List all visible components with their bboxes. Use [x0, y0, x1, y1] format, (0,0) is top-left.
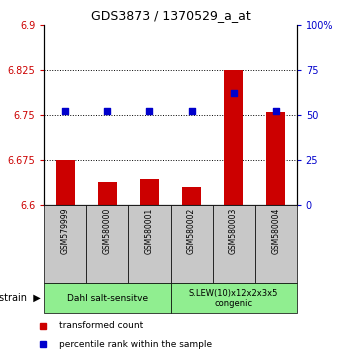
Bar [266, 112, 285, 205]
Text: GSM580002: GSM580002 [187, 208, 196, 254]
Bar [224, 70, 243, 205]
Bar [86, 205, 129, 283]
Point [231, 91, 236, 96]
Text: Dahl salt-sensitve: Dahl salt-sensitve [67, 294, 148, 303]
Text: transformed count: transformed count [59, 321, 143, 331]
Bar [129, 205, 170, 283]
Bar [170, 283, 297, 313]
Bar [44, 205, 86, 283]
Bar [140, 179, 159, 205]
Text: GSM579999: GSM579999 [61, 208, 70, 254]
Text: GSM580004: GSM580004 [271, 208, 280, 254]
Point [189, 109, 194, 114]
Bar [56, 160, 75, 205]
Bar [212, 205, 255, 283]
Point [105, 109, 110, 114]
Text: percentile rank within the sample: percentile rank within the sample [59, 340, 212, 349]
Bar [44, 283, 170, 313]
Text: S.LEW(10)x12x2x3x5
congenic: S.LEW(10)x12x2x3x5 congenic [189, 289, 278, 308]
Bar [98, 182, 117, 205]
Text: GSM580001: GSM580001 [145, 208, 154, 254]
Text: GSM580003: GSM580003 [229, 208, 238, 254]
Bar [255, 205, 297, 283]
Text: strain  ▶: strain ▶ [0, 293, 41, 303]
Point [63, 109, 68, 114]
Text: GSM580000: GSM580000 [103, 208, 112, 254]
Point [147, 109, 152, 114]
Bar [182, 187, 201, 205]
Title: GDS3873 / 1370529_a_at: GDS3873 / 1370529_a_at [91, 9, 250, 22]
Point [273, 109, 278, 114]
Bar [170, 205, 212, 283]
